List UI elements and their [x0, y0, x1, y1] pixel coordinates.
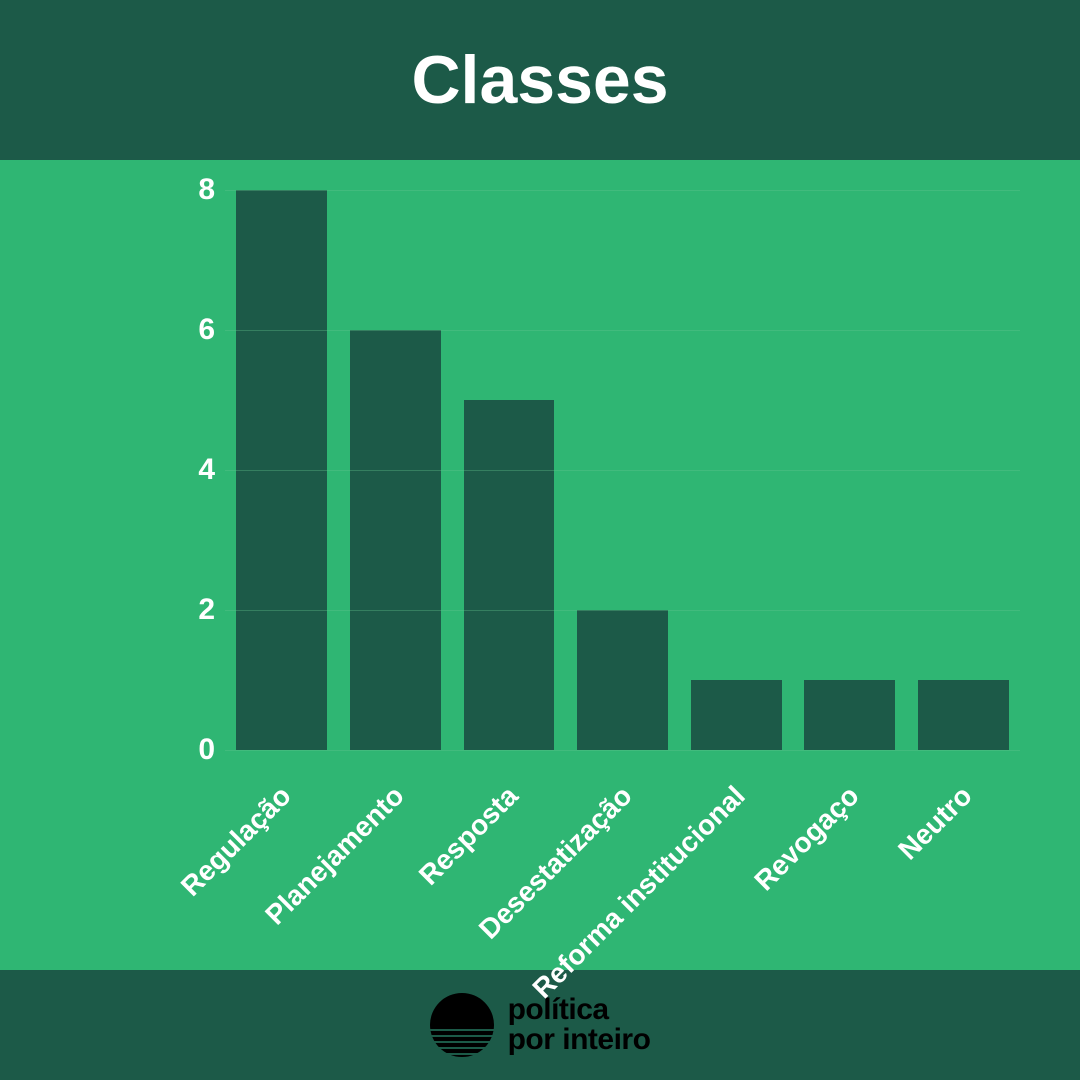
y-tick-label: 6: [170, 313, 215, 347]
x-label-slot: Revogaço: [793, 770, 907, 1050]
brand-logo-icon: [430, 993, 494, 1057]
header-bar: Classes: [0, 0, 1080, 160]
x-label-slot: Neutro: [906, 770, 1020, 1050]
y-tick-label: 8: [170, 173, 215, 207]
y-tick-label: 2: [170, 593, 215, 627]
x-axis-labels: RegulaçãoPlanejamentoRespostaDesestatiza…: [225, 770, 1020, 1050]
y-tick-label: 0: [170, 733, 215, 767]
page-title: Classes: [411, 41, 668, 119]
gridline: [225, 330, 1020, 331]
chart-plot: [225, 190, 1020, 750]
gridline: [225, 190, 1020, 191]
bar: [350, 330, 441, 750]
chart-area: RegulaçãoPlanejamentoRespostaDesestatiza…: [0, 160, 1080, 970]
x-label-slot: Reforma institucional: [679, 770, 793, 1050]
y-tick-label: 4: [170, 453, 215, 487]
gridline: [225, 470, 1020, 471]
